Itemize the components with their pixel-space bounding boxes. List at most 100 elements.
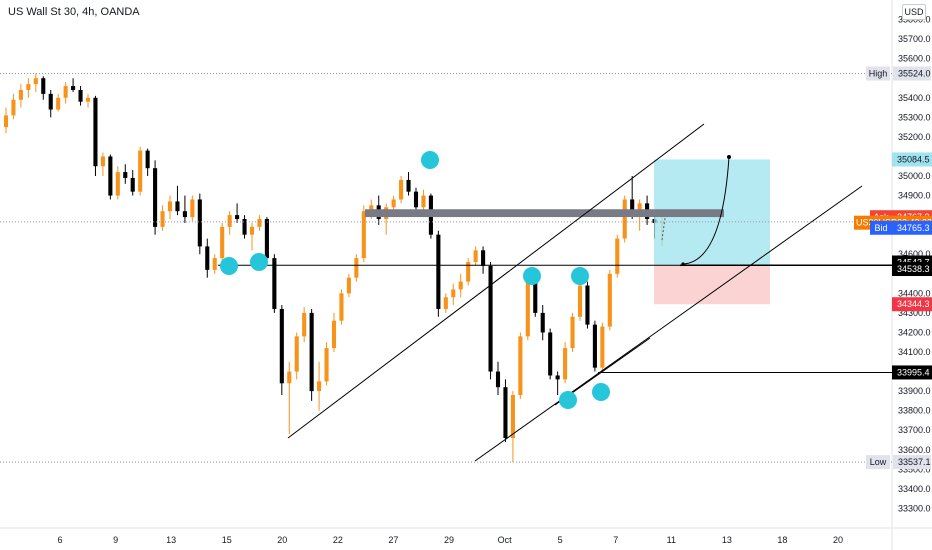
candle-body — [548, 332, 553, 376]
high-label: High — [869, 69, 888, 79]
y-tick-label: 33600.0 — [898, 445, 931, 455]
candle-body — [93, 97, 98, 167]
low-label: Low — [870, 457, 887, 467]
y-tick-label: 34100.0 — [898, 347, 931, 357]
y-tick-label: 33900.0 — [898, 386, 931, 396]
x-tick-label: 6 — [57, 535, 62, 545]
channel-upper-line — [287, 123, 705, 439]
candle-body — [190, 199, 195, 218]
currency-badge[interactable]: USD — [902, 4, 926, 20]
candle-body — [227, 215, 232, 227]
bid-label: Bid — [874, 223, 887, 233]
x-tick-label: 15 — [222, 535, 232, 545]
candle-body — [41, 78, 46, 94]
x-tick-label: Oct — [498, 535, 513, 545]
candle-body — [33, 78, 38, 85]
candle-body — [115, 172, 120, 196]
candle-body — [622, 199, 627, 239]
candle-body — [324, 348, 329, 382]
candle-body — [212, 258, 217, 270]
candle-body — [160, 211, 165, 227]
candle-body — [167, 201, 173, 212]
candle-body — [600, 326, 605, 368]
candle-body — [399, 179, 404, 200]
candle-body — [235, 215, 240, 220]
bid-value: 34765.3 — [897, 223, 930, 233]
candle-body — [443, 297, 448, 309]
candle-body — [56, 97, 61, 110]
candle-body — [108, 156, 113, 196]
target-tag — [892, 152, 932, 167]
x-tick-label: 29 — [444, 535, 454, 545]
y-tick-label: 33300.0 — [898, 503, 931, 513]
candle-body — [242, 219, 247, 235]
candle-body — [592, 324, 597, 368]
candle-body — [18, 89, 23, 100]
y-tick-label: 33500.0 — [898, 464, 931, 474]
projection-end — [727, 155, 731, 159]
candle-body — [413, 191, 419, 208]
candle-body — [287, 371, 292, 384]
candle-body — [451, 289, 456, 298]
candle-body — [339, 293, 344, 321]
candle-body — [279, 308, 284, 384]
candle-body — [48, 93, 53, 110]
candle-body — [264, 219, 269, 259]
projection-path — [682, 156, 730, 265]
y-tick-label: 34200.0 — [898, 327, 931, 337]
candle-body — [294, 336, 299, 372]
x-tick-label: 20 — [833, 535, 843, 545]
swing-marker — [559, 391, 577, 409]
candle-body — [175, 201, 180, 212]
candle-body — [302, 312, 307, 337]
swing-marker — [421, 151, 439, 169]
x-tick-label: 20 — [277, 535, 287, 545]
x-tick-label: 22 — [333, 535, 343, 545]
candle-body — [100, 156, 105, 167]
y-tick-label: 34900.0 — [898, 191, 931, 201]
x-tick-label: 13 — [166, 535, 176, 545]
y-tick-label: 33400.0 — [898, 484, 931, 494]
candle-body — [577, 285, 583, 317]
x-tick-label: 13 — [722, 535, 732, 545]
candle-body — [361, 211, 366, 259]
candle-body — [197, 199, 202, 247]
candle-body — [63, 86, 68, 98]
candle-body — [466, 262, 471, 282]
candle-body — [309, 312, 314, 392]
low-badge — [866, 455, 890, 470]
low-value: 33537.1 — [898, 457, 931, 467]
candle-body — [533, 281, 538, 313]
candle-body — [607, 273, 612, 327]
y-tick-label: 33700.0 — [898, 425, 931, 435]
chart-title: US Wall St 30, 4h, OANDA — [8, 6, 140, 18]
candle-body — [272, 258, 277, 309]
swing-marker — [571, 267, 589, 285]
candle-body — [138, 150, 143, 192]
candle-body — [525, 281, 530, 337]
y-tick-label: 34300.0 — [898, 308, 931, 318]
candle-body — [354, 258, 359, 278]
candle-body — [249, 226, 255, 235]
stop-zone — [654, 265, 770, 305]
candle-body — [570, 316, 575, 349]
candle-body — [563, 348, 568, 380]
candle-body — [421, 195, 426, 208]
candle-body — [436, 234, 441, 309]
high-badge — [866, 66, 890, 81]
candle-body — [391, 199, 396, 208]
high-value: 35524.0 — [898, 69, 931, 79]
stop-tag — [892, 297, 932, 312]
x-tick-label: 27 — [388, 535, 398, 545]
candle-body — [369, 205, 374, 212]
candle-body — [406, 179, 411, 192]
y-tick-label: 35200.0 — [898, 132, 931, 142]
candle-body — [346, 277, 351, 294]
swing-marker — [220, 257, 238, 275]
candle-body — [85, 97, 91, 102]
candle-body — [257, 219, 262, 227]
candle-body — [510, 395, 515, 439]
candle-body — [615, 238, 620, 274]
